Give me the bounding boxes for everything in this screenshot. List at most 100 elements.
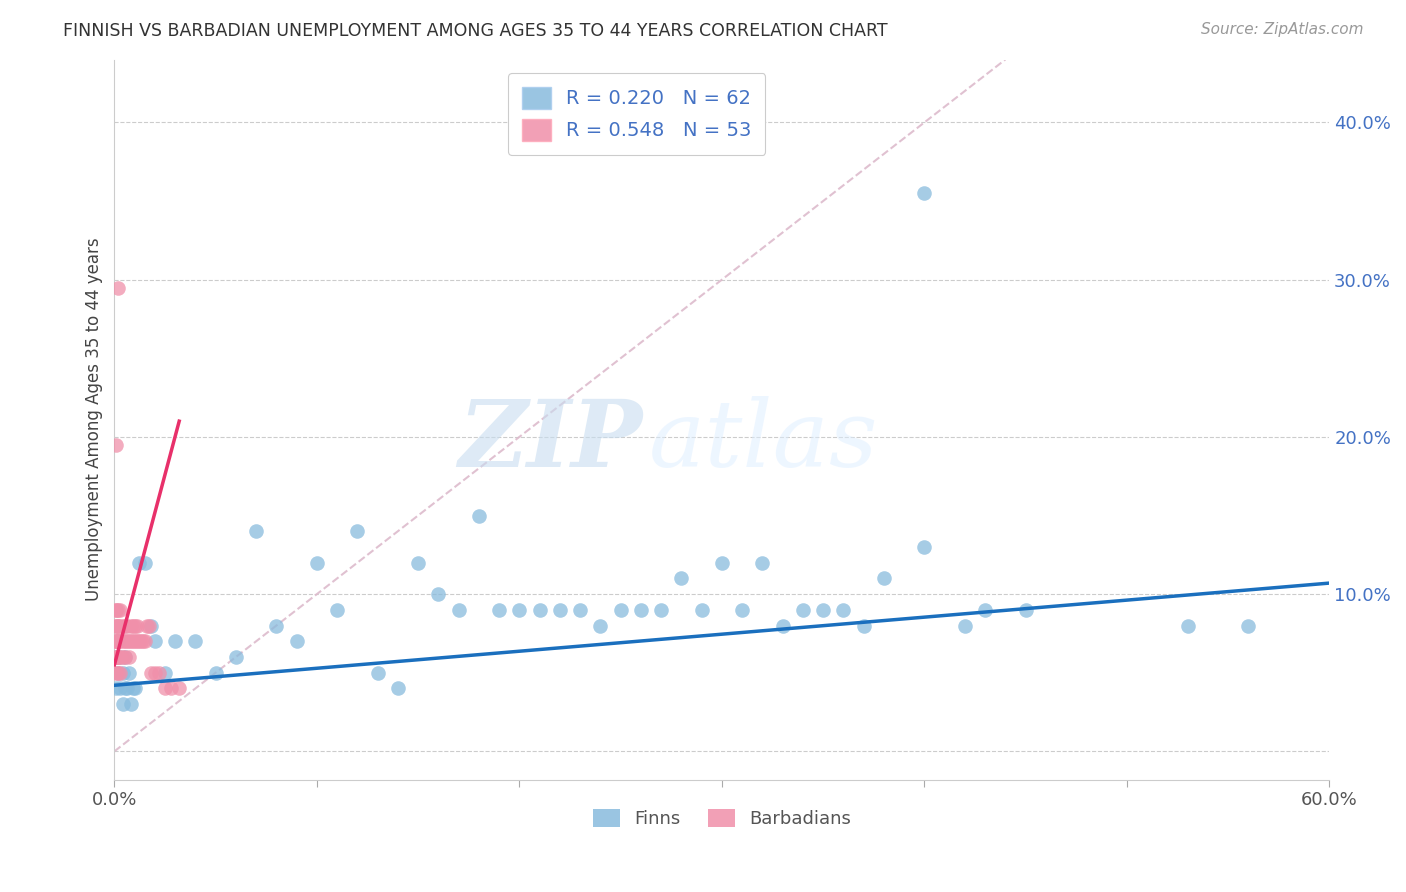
Point <box>204 665 226 680</box>
Point <box>1237 618 1260 632</box>
Point <box>124 634 146 648</box>
Point <box>731 603 754 617</box>
Point <box>105 618 128 632</box>
Point <box>120 697 142 711</box>
Point <box>114 634 136 648</box>
Point <box>117 634 139 648</box>
Point <box>105 650 128 665</box>
Point <box>548 603 571 617</box>
Legend: Finns, Barbadians: Finns, Barbadians <box>585 802 858 836</box>
Point <box>111 650 134 665</box>
Point <box>134 556 156 570</box>
Point <box>346 524 368 539</box>
Point <box>121 634 143 648</box>
Point <box>107 634 129 648</box>
Point <box>105 603 128 617</box>
Point <box>125 634 148 648</box>
Point <box>143 634 166 648</box>
Point <box>134 634 156 648</box>
Point <box>326 603 349 617</box>
Point <box>508 603 530 617</box>
Point <box>811 603 834 617</box>
Point <box>285 634 308 648</box>
Point <box>671 571 693 585</box>
Point <box>128 634 150 648</box>
Point <box>128 556 150 570</box>
Point <box>184 634 207 648</box>
Point <box>117 650 139 665</box>
Point <box>114 650 136 665</box>
Point <box>114 618 136 632</box>
Point <box>107 618 129 632</box>
Point <box>912 540 935 554</box>
Point <box>114 650 136 665</box>
Point <box>1014 603 1036 617</box>
Point <box>143 665 166 680</box>
Point <box>115 681 138 696</box>
Point <box>105 438 128 452</box>
Point <box>115 618 138 632</box>
Point <box>110 665 132 680</box>
Point <box>111 665 134 680</box>
Point <box>630 603 652 617</box>
Point <box>650 603 672 617</box>
Point <box>873 571 896 585</box>
Point <box>690 603 713 617</box>
Point <box>105 634 128 648</box>
Point <box>139 618 162 632</box>
Point <box>105 650 128 665</box>
Point <box>107 280 129 294</box>
Point <box>107 650 129 665</box>
Text: FINNISH VS BARBADIAN UNEMPLOYMENT AMONG AGES 35 TO 44 YEARS CORRELATION CHART: FINNISH VS BARBADIAN UNEMPLOYMENT AMONG … <box>63 22 889 40</box>
Point <box>105 665 128 680</box>
Point <box>124 681 146 696</box>
Point <box>138 618 160 632</box>
Point <box>132 634 155 648</box>
Point <box>387 681 409 696</box>
Point <box>488 603 510 617</box>
Point <box>110 681 132 696</box>
Point <box>111 618 134 632</box>
Point <box>105 618 128 632</box>
Point <box>107 650 129 665</box>
Point <box>110 634 132 648</box>
Point <box>832 603 855 617</box>
Point <box>125 618 148 632</box>
Point <box>110 618 132 632</box>
Point <box>110 650 132 665</box>
Point <box>427 587 450 601</box>
Point <box>124 618 146 632</box>
Point <box>120 618 142 632</box>
Point <box>912 186 935 201</box>
Point <box>107 665 129 680</box>
Point <box>167 681 190 696</box>
Point <box>107 603 129 617</box>
Point <box>107 618 129 632</box>
Point <box>105 634 128 648</box>
Point <box>153 681 176 696</box>
Point <box>852 618 875 632</box>
Point <box>129 634 152 648</box>
Point <box>121 618 143 632</box>
Point <box>772 618 794 632</box>
Point <box>160 681 183 696</box>
Point <box>569 603 592 617</box>
Text: atlas: atlas <box>650 396 879 486</box>
Point <box>107 665 129 680</box>
Point <box>792 603 814 617</box>
Point <box>406 556 429 570</box>
Point <box>953 618 976 632</box>
Point <box>710 556 733 570</box>
Point <box>115 634 138 648</box>
Point <box>110 650 132 665</box>
Point <box>105 603 128 617</box>
Point <box>305 556 328 570</box>
Point <box>1177 618 1199 632</box>
Point <box>107 634 129 648</box>
Point <box>974 603 997 617</box>
Point <box>135 618 157 632</box>
Point <box>367 665 389 680</box>
Point <box>107 634 129 648</box>
Point <box>266 618 288 632</box>
Point <box>245 524 267 539</box>
